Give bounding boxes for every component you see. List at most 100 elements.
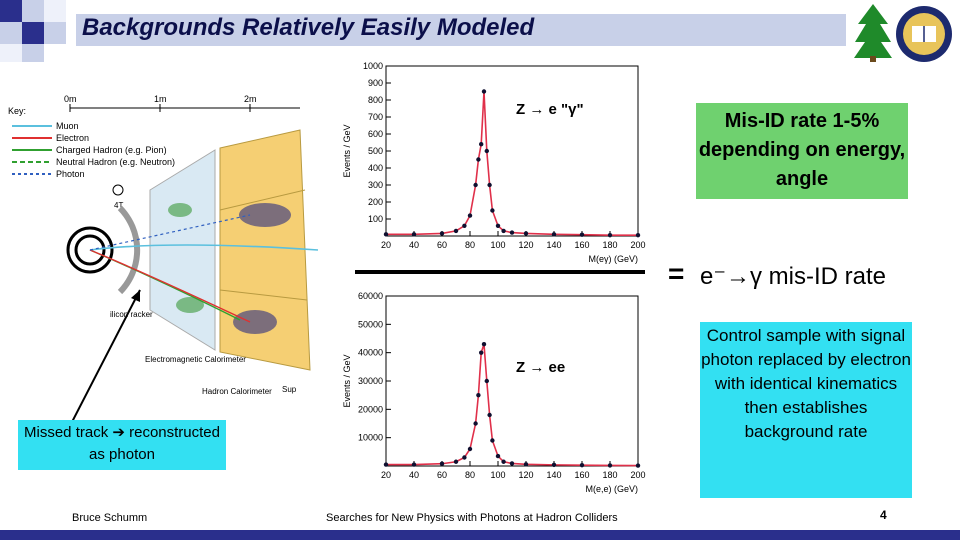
data-point: [473, 182, 478, 188]
y-tick-label: 40000: [358, 348, 383, 358]
data-point: [579, 462, 585, 468]
footer-author: Bruce Schumm: [72, 512, 148, 524]
equals-sign: =: [668, 258, 685, 289]
x-tick-label: 20: [381, 470, 391, 480]
bottom-bar: [0, 530, 960, 540]
x-tick-label: 60: [437, 470, 447, 480]
sup-label: Sup: [282, 385, 297, 394]
data-point: [484, 148, 489, 154]
hadron-calorimeter: [219, 129, 311, 371]
data-point: [481, 341, 487, 347]
data-point: [487, 412, 492, 418]
x-tick-label: 40: [409, 470, 419, 480]
data-point: [551, 232, 557, 237]
data-point: [523, 462, 529, 467]
y-tick-label: 300: [368, 180, 383, 190]
x-tick-label: 160: [574, 470, 589, 480]
y-tick-label: 100: [368, 214, 383, 224]
data-point: [383, 462, 389, 467]
y-tick-label: 50000: [358, 319, 383, 329]
corner-square: [22, 44, 44, 62]
detector-diagram: 0m 1m 2m Key: Muon Electron Charged Hadr…: [0, 90, 320, 420]
missed-track-box: Missed track ➔ reconstructed as photon: [18, 420, 226, 470]
data-point: [479, 350, 484, 355]
data-point: [484, 378, 489, 384]
data-point: [476, 392, 481, 398]
em-cal-label: Electromagnetic Calorimeter: [145, 355, 246, 364]
corner-square: [0, 44, 22, 62]
plot-top: 100 200 300 400 500 600 700 800 900 1000 20 40 60 80 1…: [342, 61, 646, 264]
data-point: [383, 232, 389, 237]
misid-rate-label: e⁻→γ mis-ID rate: [700, 263, 887, 290]
y-tick-label: 800: [368, 95, 383, 105]
corner-square: [0, 22, 22, 44]
plot-frame: [385, 65, 639, 237]
data-point: [453, 459, 459, 464]
x-tick-label: 160: [574, 240, 589, 250]
data-point: [490, 208, 495, 213]
y-tick-label: 200: [368, 197, 383, 207]
data-point: [490, 438, 495, 443]
scale-2m: 2m: [244, 94, 257, 104]
data-point: [481, 89, 487, 94]
x-axis-label: M(eγ) (GeV): [589, 254, 639, 264]
corner-square: [0, 0, 22, 22]
y-tick-label: 30000: [358, 376, 383, 386]
x-tick-label: 40: [409, 240, 419, 250]
data-point: [473, 421, 478, 426]
tree-logo: [854, 4, 892, 62]
x-tick-label: 140: [546, 470, 561, 480]
data-point: [476, 157, 481, 162]
data-point: [607, 463, 613, 468]
x-tick-label: 200: [630, 470, 645, 480]
x-tick-label: 120: [518, 470, 533, 480]
y-tick-label: 700: [368, 112, 383, 122]
y-axis-label: Events / GeV: [342, 124, 352, 177]
y-tick-label: 500: [368, 146, 383, 156]
slide-title: Backgrounds Relatively Easily Modeled: [82, 14, 535, 41]
legend-muon: Muon: [56, 121, 79, 131]
x-tick-label: 60: [437, 240, 447, 250]
y-tick-label: 20000: [358, 404, 383, 414]
title-bar: [76, 14, 846, 46]
scale-0m: 0m: [64, 94, 77, 104]
footer-talk: Searches for New Physics with Photons at…: [326, 512, 618, 524]
data-point: [635, 232, 641, 238]
y-tick-label: 60000: [358, 291, 383, 301]
data-point: [462, 223, 467, 228]
legend-photon: Photon: [56, 169, 85, 179]
data-point: [487, 182, 492, 188]
data-point: [579, 232, 585, 237]
data-point: [501, 228, 506, 234]
x-tick-label: 120: [518, 240, 533, 250]
corner-square: [22, 0, 44, 22]
data-point: [495, 223, 501, 228]
data-point: [411, 462, 417, 467]
data-point: [453, 228, 459, 234]
data-point: [607, 232, 613, 238]
corner-square: [22, 22, 44, 44]
x-tick-label: 100: [490, 240, 505, 250]
hadron-cal-label: Hadron Calorimeter: [202, 387, 272, 396]
plot-bottom: 10000 20000 30000 40000 50000 60000 20 40 60 80 10…: [342, 291, 646, 494]
x-tick-label: 80: [465, 240, 475, 250]
data-point: [479, 142, 484, 147]
data-point: [411, 232, 417, 237]
legend-charged-hadron: Charged Hadron (e.g. Pion): [56, 145, 167, 155]
y-tick-label: 1000: [363, 61, 383, 71]
x-tick-label: 80: [465, 470, 475, 480]
field-label: 4T: [114, 201, 123, 210]
x-tick-label: 180: [602, 240, 617, 250]
y-axis-label: Events / GeV: [342, 354, 352, 407]
scale-1m: 1m: [154, 94, 167, 104]
x-tick-label: 20: [381, 240, 391, 250]
data-point: [495, 453, 501, 459]
data-point: [551, 462, 557, 468]
plot-label: Z → e "γ": [516, 101, 584, 118]
data-point: [509, 230, 515, 235]
fraction-bar: [355, 270, 645, 274]
university-seal: [896, 6, 952, 62]
data-point: [523, 231, 529, 236]
plot-frame: [385, 295, 639, 467]
x-tick-label: 180: [602, 470, 617, 480]
